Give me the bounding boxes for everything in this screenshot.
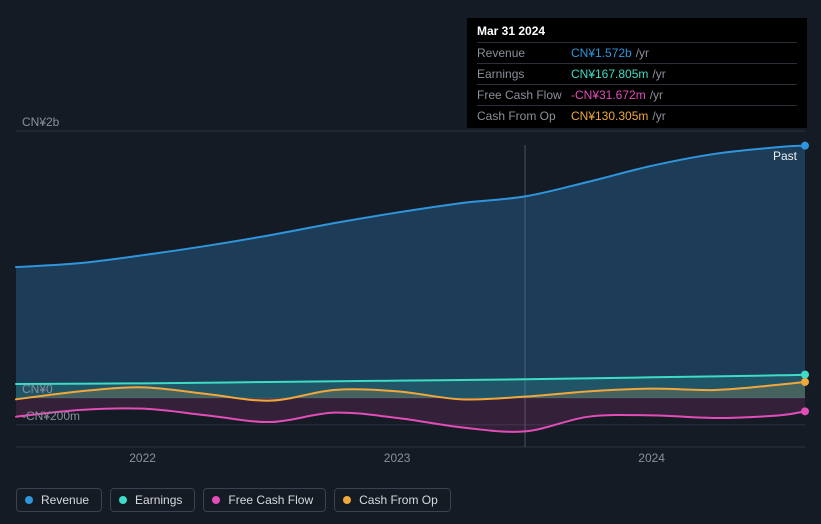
tooltip-value: CN¥130.305m [571,109,648,123]
legend-dot [343,496,351,504]
tooltip-date: Mar 31 2024 [477,24,797,42]
tooltip-row-fcf: Free Cash Flow -CN¥31.672m /yr [477,84,797,105]
legend-dot [25,496,33,504]
y-axis-label: CN¥0 [22,382,53,396]
tooltip-row-revenue: Revenue CN¥1.572b /yr [477,42,797,63]
legend-dot [212,496,220,504]
legend-item-earnings[interactable]: Earnings [110,488,195,512]
y-axis-label: CN¥2b [22,115,59,129]
legend-label: Revenue [41,493,89,507]
x-axis-label: 2022 [129,451,156,465]
legend-label: Earnings [135,493,182,507]
tooltip-label: Revenue [477,46,571,60]
tooltip-label: Free Cash Flow [477,88,571,102]
tooltip-unit: /yr [652,109,665,123]
legend-item-fcf[interactable]: Free Cash Flow [203,488,326,512]
legend-label: Free Cash Flow [228,493,313,507]
tooltip-value: CN¥1.572b [571,46,632,60]
tooltip-value: CN¥167.805m [571,67,648,81]
legend-item-cfo[interactable]: Cash From Op [334,488,451,512]
chart-legend: Revenue Earnings Free Cash Flow Cash Fro… [16,488,451,512]
financial-area-chart: { "chart": { "type": "area", "width": 82… [0,0,821,524]
tooltip-row-cfo: Cash From Op CN¥130.305m /yr [477,105,797,126]
tooltip-unit: /yr [650,88,663,102]
tooltip-row-earnings: Earnings CN¥167.805m /yr [477,63,797,84]
tooltip-label: Earnings [477,67,571,81]
legend-label: Cash From Op [359,493,438,507]
legend-item-revenue[interactable]: Revenue [16,488,102,512]
tooltip-unit: /yr [652,67,665,81]
chart-tooltip: Mar 31 2024 Revenue CN¥1.572b /yr Earnin… [467,18,807,128]
past-label: Past [773,149,797,163]
legend-dot [119,496,127,504]
tooltip-label: Cash From Op [477,109,571,123]
tooltip-unit: /yr [636,46,649,60]
x-axis-label: 2024 [638,451,665,465]
x-axis-label: 2023 [384,451,411,465]
tooltip-value: -CN¥31.672m [571,88,646,102]
y-axis-label: -CN¥200m [22,409,80,423]
